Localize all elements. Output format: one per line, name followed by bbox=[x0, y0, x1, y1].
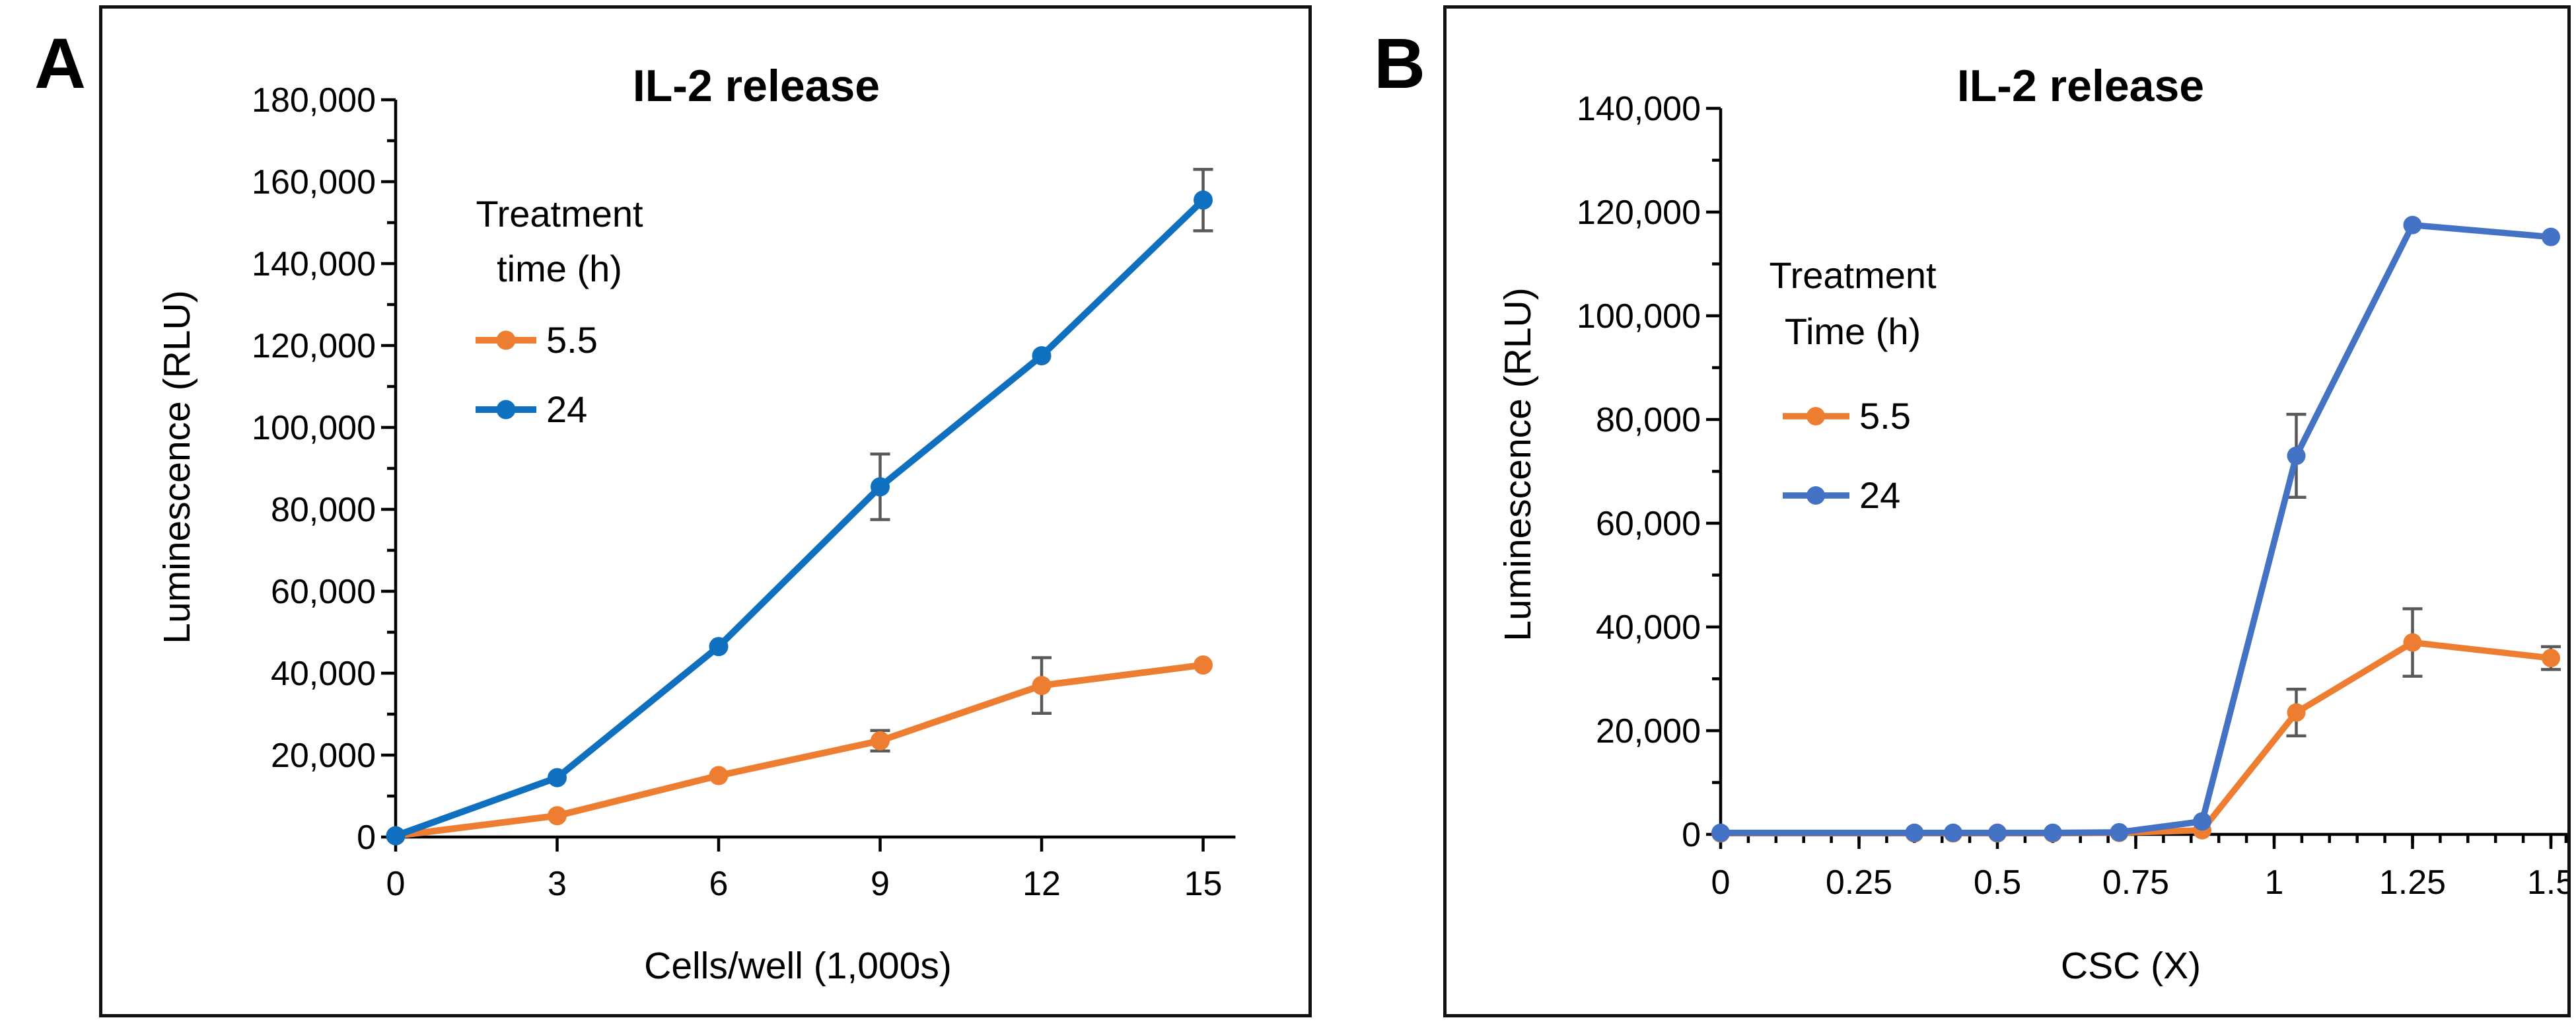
y-tick-label: 40,000 bbox=[271, 655, 376, 693]
data-point-5.5 bbox=[871, 731, 890, 750]
x-tick-label: 1 bbox=[2265, 863, 2284, 902]
data-point-5.5 bbox=[2542, 649, 2560, 668]
legend-item-label: 24 bbox=[546, 388, 587, 430]
data-point-24 bbox=[2287, 446, 2306, 465]
x-tick-label: 0 bbox=[1711, 863, 1731, 902]
x-tick-label: 0.5 bbox=[1974, 863, 2021, 902]
x-tick-label: 0.25 bbox=[1826, 863, 1892, 902]
chart-b-il2-release-vs-csc-dose: 0 20,000 40,000 60,000 80,000 100,000 120,000 1… bbox=[1497, 61, 2567, 987]
chart-title: IL-2 release bbox=[1957, 61, 2204, 111]
figure-panel-a: 0 20,000 40,000 60,000 80,000 100,000 120,000 1… bbox=[99, 5, 1312, 1017]
legend-marker-dot bbox=[1807, 407, 1825, 425]
y-tick-label: 80,000 bbox=[1596, 401, 1701, 439]
y-tick-label: 100,000 bbox=[1577, 297, 1701, 336]
data-point-24 bbox=[2542, 227, 2560, 246]
legend-title-line: time (h) bbox=[497, 248, 622, 289]
data-point-24 bbox=[1905, 823, 1924, 842]
x-tick-label: 9 bbox=[871, 865, 890, 903]
x-axis-title: CSC (X) bbox=[2061, 945, 2201, 987]
y-tick-label: 140,000 bbox=[1577, 90, 1701, 128]
y-tick-label: 180,000 bbox=[252, 81, 376, 120]
legend-marker-dot bbox=[496, 330, 516, 350]
data-point-24 bbox=[2403, 215, 2422, 235]
data-point-24 bbox=[1032, 346, 1052, 365]
data-point-5.5 bbox=[548, 806, 567, 826]
x-tick-label: 0 bbox=[386, 865, 406, 903]
y-tick-label: 100,000 bbox=[252, 409, 376, 447]
data-point-24 bbox=[1194, 190, 1213, 210]
legend-item-label: 5.5 bbox=[546, 319, 598, 361]
y-tick-label: 120,000 bbox=[1577, 194, 1701, 232]
y-tick-label: 60,000 bbox=[1596, 505, 1701, 543]
y-tick-label: 160,000 bbox=[252, 163, 376, 201]
data-point-24 bbox=[1943, 823, 1962, 842]
data-point-24 bbox=[548, 768, 567, 787]
x-tick-label: 0.75 bbox=[2102, 863, 2169, 902]
x-tick-label: 1.5 bbox=[2527, 863, 2567, 902]
data-point-24 bbox=[871, 477, 890, 497]
y-tick-label: 20,000 bbox=[1596, 712, 1701, 750]
series-line-24 bbox=[1717, 221, 2554, 836]
x-tick-label: 3 bbox=[548, 865, 567, 903]
data-point-24 bbox=[2110, 822, 2129, 842]
data-point-24 bbox=[2043, 823, 2062, 842]
data-point-24 bbox=[709, 637, 729, 657]
legend-title-line: Time (h) bbox=[1785, 310, 1921, 352]
x-tick-label: 12 bbox=[1022, 865, 1061, 903]
y-axis-title: Luminescence (RLU) bbox=[156, 290, 198, 643]
y-tick-label: 60,000 bbox=[271, 573, 376, 611]
legend-item-label: 24 bbox=[1859, 474, 1900, 516]
legend-title-line: Treatment bbox=[476, 193, 643, 235]
chart-title: IL-2 release bbox=[633, 61, 880, 111]
data-point-5.5 bbox=[1032, 676, 1052, 696]
data-point-24 bbox=[2193, 812, 2212, 831]
data-point-24 bbox=[386, 826, 406, 846]
series-line-5.5 bbox=[1717, 639, 2554, 837]
data-point-24 bbox=[1988, 823, 2007, 842]
figure-panel-b: 0 20,000 40,000 60,000 80,000 100,000 120,000 1… bbox=[1443, 5, 2571, 1017]
data-point-24 bbox=[1711, 823, 1730, 842]
y-tick-label: 0 bbox=[1682, 816, 1701, 854]
panel-label-a: A bbox=[34, 23, 86, 103]
legend-title-line: Treatment bbox=[1769, 254, 1937, 296]
data-point-5.5 bbox=[2287, 703, 2306, 722]
data-point-5.5 bbox=[2403, 633, 2422, 652]
y-tick-label: 20,000 bbox=[271, 737, 376, 775]
x-tick-label: 6 bbox=[709, 865, 729, 903]
x-axis-title: Cells/well (1,000s) bbox=[644, 945, 952, 987]
y-tick-label: 140,000 bbox=[252, 245, 376, 283]
data-point-5.5 bbox=[1194, 655, 1213, 675]
legend-item-label: 5.5 bbox=[1859, 395, 1911, 437]
y-tick-label: 120,000 bbox=[252, 327, 376, 365]
legend-marker-dot bbox=[496, 400, 516, 420]
legend-marker-dot bbox=[1807, 486, 1825, 505]
y-tick-label: 0 bbox=[357, 819, 376, 857]
data-point-5.5 bbox=[709, 766, 729, 785]
panel-label-b: B bbox=[1374, 23, 1425, 103]
y-axis-title: Luminescence (RLU) bbox=[1497, 287, 1539, 641]
series-line-24 bbox=[392, 196, 1207, 840]
x-tick-label: 1.25 bbox=[2379, 863, 2446, 902]
y-tick-label: 40,000 bbox=[1596, 608, 1701, 647]
y-tick-label: 80,000 bbox=[271, 491, 376, 529]
x-tick-label: 15 bbox=[1184, 865, 1223, 903]
chart-a-il2-release-vs-cells-per-well: 0 20,000 40,000 60,000 80,000 100,000 120,000 1… bbox=[156, 61, 1236, 987]
series-line-5.5 bbox=[392, 661, 1207, 840]
